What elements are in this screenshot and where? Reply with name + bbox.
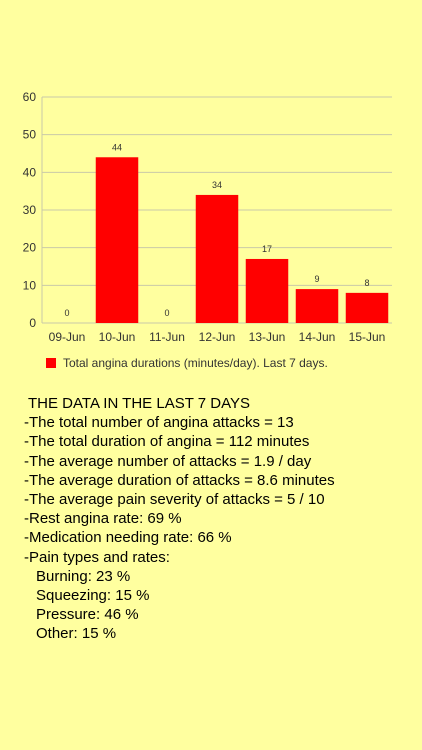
bar	[95, 157, 139, 323]
chart-bars: 0 44 0 34 17 9 8	[64, 142, 389, 323]
x-tick-label: 12-Jun	[199, 330, 236, 344]
y-tick-label: 0	[29, 316, 36, 330]
pain-type-other: Other: 15 %	[36, 625, 117, 643]
pain-type-pressure: Pressure: 46 %	[36, 606, 139, 624]
stat-avg-severity: -The average pain severity of attacks = …	[24, 491, 325, 509]
bar	[195, 194, 239, 323]
stats-panel: THE DATA IN THE LAST 7 DAYS -The total n…	[24, 394, 414, 644]
stat-total-attacks: -The total number of angina attacks = 13	[24, 414, 294, 432]
bar	[295, 289, 339, 323]
y-tick-label: 10	[23, 278, 37, 292]
x-tick-label: 14-Jun	[299, 330, 336, 344]
legend-swatch	[46, 358, 56, 368]
stat-rest-angina-rate: -Rest angina rate: 69 %	[24, 510, 182, 528]
legend-label: Total angina durations (minutes/day). La…	[63, 356, 328, 370]
stat-avg-attacks: -The average number of attacks = 1.9 / d…	[24, 452, 312, 470]
x-tick-label: 11-Jun	[149, 330, 185, 344]
stat-avg-duration: -The average duration of attacks = 8.6 m…	[24, 471, 335, 489]
y-tick-label: 60	[23, 90, 37, 104]
x-tick-label: 15-Jun	[349, 330, 386, 344]
pain-type-squeezing: Squeezing: 15 %	[36, 587, 150, 605]
stat-medication-rate: -Medication needing rate: 66 %	[24, 529, 232, 547]
data-label: 17	[262, 244, 272, 254]
pain-type-burning: Burning: 23 %	[36, 567, 131, 585]
stat-pain-types-heading: -Pain types and rates:	[24, 548, 170, 566]
data-label: 0	[164, 308, 169, 318]
data-label: 8	[364, 278, 369, 288]
stats-heading: THE DATA IN THE LAST 7 DAYS	[28, 395, 251, 412]
y-tick-label: 50	[23, 128, 37, 142]
y-tick-label: 20	[23, 241, 37, 255]
x-tick-label: 09-Jun	[49, 330, 86, 344]
stat-total-duration: -The total duration of angina = 112 minu…	[24, 433, 310, 451]
data-label: 34	[212, 180, 222, 190]
data-label: 0	[64, 308, 69, 318]
x-axis: 09-Jun 10-Jun 11-Jun 12-Jun 13-Jun 14-Jun 15-J…	[49, 330, 386, 344]
bar	[345, 292, 389, 323]
bar-chart: 0 10 20 30 40 50 60 0 44 0 34 17 9 8 09-Jun 10-Jun 11-…	[23, 90, 392, 344]
data-label: 44	[112, 142, 122, 152]
chart-legend: Total angina durations (minutes/day). La…	[46, 356, 328, 370]
x-tick-label: 10-Jun	[99, 330, 136, 344]
x-tick-label: 13-Jun	[249, 330, 286, 344]
bar	[245, 258, 289, 323]
data-label: 9	[314, 274, 319, 284]
y-tick-label: 40	[23, 165, 37, 179]
y-axis: 0 10 20 30 40 50 60	[23, 90, 43, 330]
y-tick-label: 30	[23, 203, 37, 217]
